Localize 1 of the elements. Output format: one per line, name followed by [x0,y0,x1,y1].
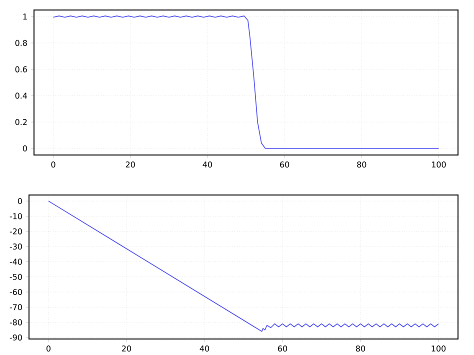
line-series [48,200,439,332]
